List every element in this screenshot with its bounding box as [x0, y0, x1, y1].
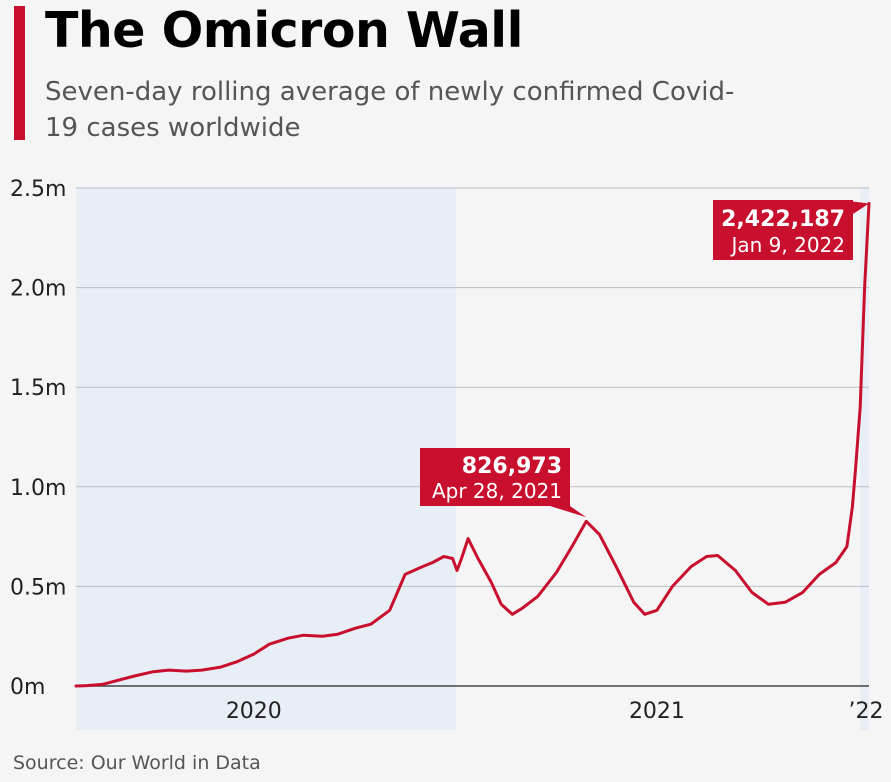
annotation-date: Jan 9, 2022 [729, 233, 845, 257]
y-tick-label: 2.0m [10, 277, 66, 302]
series-line [74, 202, 871, 688]
annotation-date: Apr 28, 2021 [432, 479, 562, 503]
line-chart: 0m 0.5m 1.0m 1.5m 2.0m 2.5m 2020 2021 ’22 826,973… [10, 177, 884, 730]
annotation-pointer [550, 506, 587, 518]
y-tick-label: 1.5m [10, 376, 66, 401]
chart-subtitle: Seven-day rolling average of newly confi… [45, 77, 735, 143]
annotation-pointer [841, 200, 869, 214]
y-tick-label: 0m [10, 675, 45, 700]
shaded-period-2020 [76, 188, 456, 730]
y-tick-label: 0.5m [10, 575, 66, 600]
x-tick-label: ’22 [849, 699, 884, 724]
title-accent-bar [14, 6, 25, 140]
x-tick-label: 2021 [629, 699, 685, 724]
source-note: Source: Our World in Data [13, 752, 261, 774]
y-tick-label: 1.0m [10, 476, 66, 501]
annotation-value: 2,422,187 [721, 207, 845, 232]
x-tick-label: 2020 [226, 699, 282, 724]
annotation-value: 826,973 [462, 454, 562, 479]
y-tick-label: 2.5m [10, 177, 66, 202]
chart-title: The Omicron Wall [45, 2, 523, 59]
annotation-box-jan-2022 [713, 200, 853, 260]
shaded-period-2022 [860, 188, 869, 730]
annotation-box-peak-apr-2021 [420, 448, 570, 506]
